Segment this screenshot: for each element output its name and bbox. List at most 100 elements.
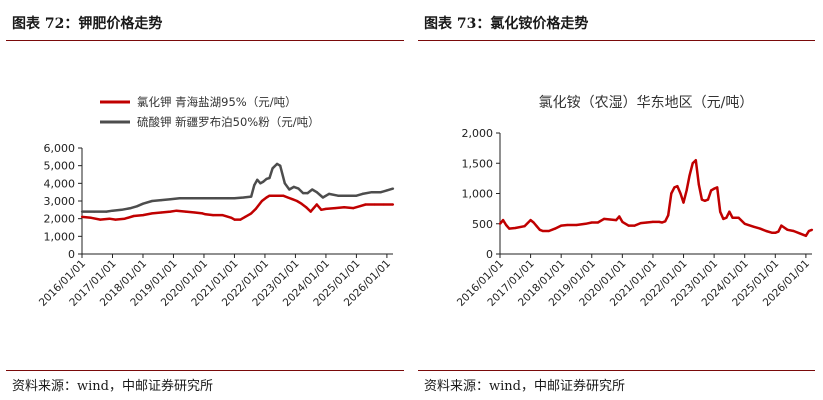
data-point	[201, 212, 204, 215]
data-point	[111, 209, 114, 212]
data-point	[268, 194, 271, 197]
y-tick-label: 0	[68, 248, 75, 261]
data-point	[268, 176, 271, 180]
data-point	[215, 197, 218, 200]
data-point	[523, 225, 526, 228]
data-point	[309, 210, 312, 213]
panel-title: 图表 73：氯化铵价格走势	[424, 16, 589, 32]
data-point	[676, 185, 679, 188]
data-point	[265, 196, 268, 199]
data-point	[618, 215, 621, 218]
data-point	[382, 203, 385, 206]
data-point	[253, 184, 256, 187]
data-point	[279, 164, 282, 167]
legend-label: 氯化钾 青海盐湖95%（元/吨）	[137, 95, 297, 109]
chart-title: 氯化铵（农湿）华东地区（元/吨）	[539, 95, 754, 111]
data-point	[324, 207, 327, 210]
data-point	[283, 182, 286, 185]
data-point	[731, 216, 734, 219]
data-point	[667, 214, 670, 217]
data-point	[694, 159, 697, 162]
data-point	[621, 220, 624, 223]
data-point	[700, 198, 703, 201]
data-point	[129, 207, 132, 210]
data-point	[771, 231, 774, 234]
data-point	[120, 208, 123, 211]
source-note: 资料来源：wind，中邮证券研究所	[424, 379, 625, 394]
data-point	[233, 197, 236, 200]
data-point	[306, 192, 309, 195]
data-point	[305, 206, 308, 209]
data-point	[541, 229, 544, 233]
data-point	[508, 227, 511, 230]
data-point	[291, 198, 294, 201]
data-point	[575, 223, 578, 227]
data-point	[651, 220, 654, 223]
data-point	[777, 230, 780, 233]
data-point	[250, 212, 253, 215]
data-point	[346, 194, 349, 197]
data-point	[276, 162, 279, 165]
data-point	[627, 224, 630, 227]
data-point	[327, 192, 331, 195]
data-point	[132, 214, 135, 218]
data-point	[114, 218, 117, 221]
data-point	[160, 211, 163, 214]
data-point	[786, 228, 789, 231]
data-point	[337, 194, 340, 197]
data-point	[202, 197, 206, 200]
data-point	[590, 221, 593, 224]
data-point	[90, 216, 93, 219]
data-point	[780, 224, 783, 227]
data-point	[141, 214, 145, 217]
data-point	[719, 210, 722, 213]
data-point	[373, 203, 376, 206]
data-point	[710, 189, 713, 192]
data-point	[792, 229, 795, 233]
data-point	[227, 197, 230, 200]
data-point	[758, 227, 762, 230]
data-point	[532, 221, 535, 224]
data-point	[554, 227, 557, 230]
data-point	[282, 194, 285, 197]
data-point	[685, 189, 688, 192]
data-point	[190, 197, 193, 200]
legend-label: 硫酸钾 新疆罗布泊50%粉（元/吨）	[137, 115, 320, 129]
data-point	[798, 232, 801, 235]
data-point	[765, 229, 768, 233]
data-point	[259, 182, 262, 185]
data-point	[105, 210, 108, 213]
header-rule	[418, 40, 815, 41]
y-tick-label: 4,000	[44, 177, 76, 190]
data-point	[123, 217, 126, 220]
footer-rule	[418, 370, 815, 371]
data-point	[691, 162, 694, 165]
data-point	[297, 187, 300, 190]
y-tick-label: 2,000	[44, 213, 76, 226]
data-point	[271, 194, 274, 197]
data-point	[204, 213, 207, 216]
data-point	[315, 191, 318, 194]
data-point	[602, 217, 606, 220]
data-point	[262, 180, 265, 183]
data-point	[596, 221, 599, 224]
data-point	[193, 211, 196, 214]
header-rule	[6, 40, 404, 41]
data-point	[315, 203, 318, 206]
data-point	[364, 203, 367, 206]
data-point	[260, 199, 263, 203]
left-panel: 图表 72：钾肥价格走势 0 1,000 2,000 3,000 4,000 5,000 6…	[6, 16, 404, 394]
data-point	[141, 202, 145, 205]
data-point	[385, 189, 388, 192]
data-point	[538, 228, 541, 231]
y-tick-label: 2,000	[462, 127, 494, 140]
data-point	[514, 226, 517, 230]
data-point	[361, 192, 364, 195]
data-point	[502, 219, 505, 222]
data-point	[295, 199, 299, 203]
y-tick-label: 1,000	[462, 188, 494, 201]
data-point	[169, 198, 172, 201]
panel-title: 图表 72：钾肥价格走势	[12, 16, 163, 32]
data-point	[178, 197, 181, 200]
data-point	[80, 215, 84, 218]
